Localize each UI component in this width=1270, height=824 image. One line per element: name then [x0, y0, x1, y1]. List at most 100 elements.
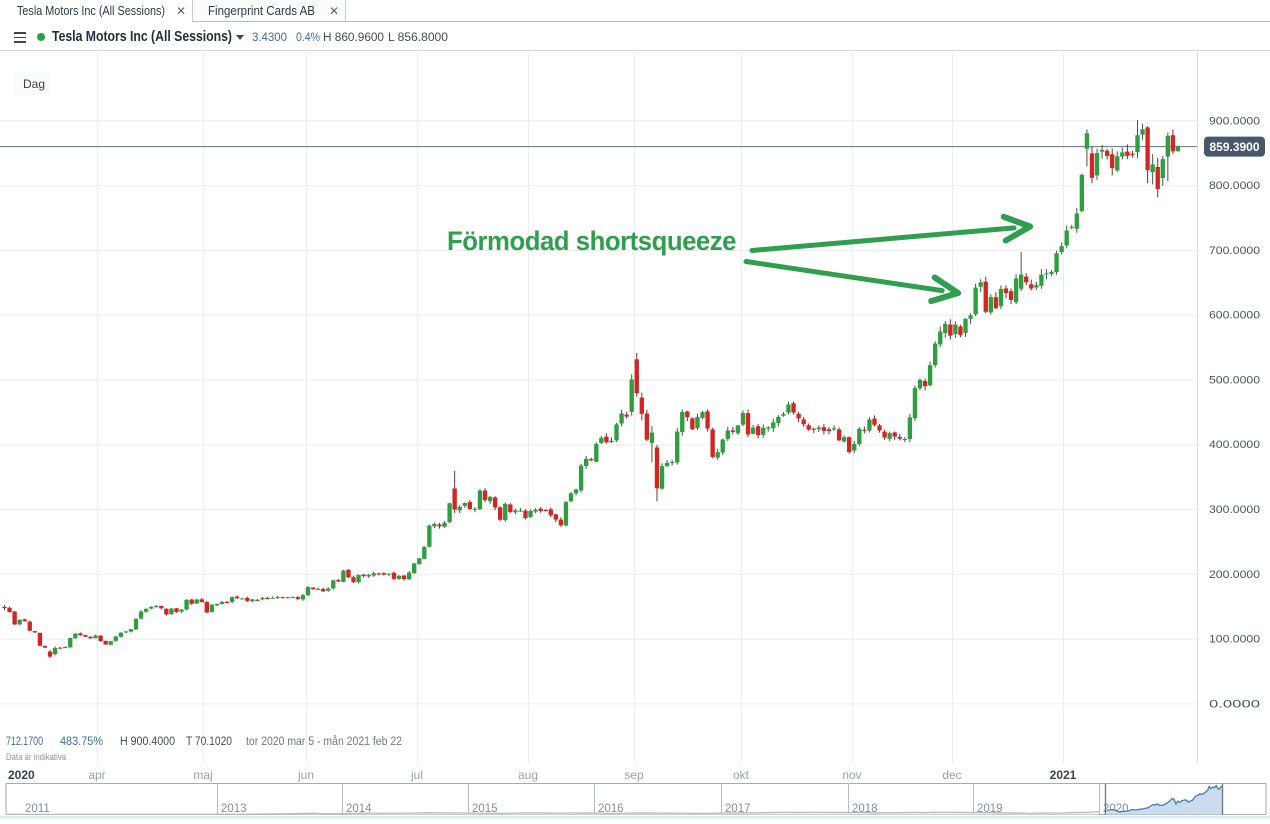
candle-body: [1039, 274, 1044, 286]
candle-body: [1145, 127, 1150, 171]
candle-body: [867, 419, 872, 431]
navigator-area-selected: [1106, 785, 1222, 815]
candle-body: [1069, 227, 1074, 229]
x-axis-label: dec: [942, 768, 961, 782]
annotation-arrow-2: [743, 259, 961, 305]
candle-body: [214, 603, 220, 606]
candle-body: [821, 427, 827, 431]
candle-body: [745, 413, 751, 435]
tab-label: Tesla Motors Inc (All Sessions): [17, 4, 166, 18]
candle-body: [482, 490, 488, 501]
candle-body: [108, 641, 113, 645]
candle-body: [1160, 159, 1165, 178]
candle-body: [386, 573, 392, 575]
candle-body: [1125, 151, 1130, 156]
candle-body: [88, 636, 93, 639]
candle-body: [164, 608, 169, 615]
candle-body: [857, 428, 862, 445]
tab-fingerprint-cards[interactable]: Fingerprint Cards AB ✕: [193, 0, 346, 22]
candle-body: [669, 461, 675, 463]
candle-body: [887, 433, 892, 439]
navigator-underline: [0, 816, 1270, 819]
candle-body: [963, 318, 968, 333]
candle-body: [664, 462, 670, 467]
close-icon[interactable]: ✕: [329, 4, 340, 18]
candle-body: [138, 611, 144, 619]
candle-body: [376, 573, 381, 575]
candle-body: [801, 419, 806, 425]
arrow-shaft: [749, 225, 1017, 253]
candle-body: [113, 636, 118, 641]
candle-body: [462, 503, 467, 506]
candle-body: [447, 503, 452, 523]
candle-body: [467, 502, 473, 509]
candle-body: [1150, 164, 1155, 173]
range-dates: tor 2020 mar 5 - mån 2021 feb 22: [246, 736, 402, 748]
menu-icon[interactable]: [14, 32, 26, 43]
x-axis-label: 2021: [1050, 768, 1077, 782]
candle-body: [1175, 146, 1181, 152]
candle-body: [1165, 135, 1171, 157]
candle-body: [356, 574, 361, 583]
candle-body: [720, 439, 725, 453]
navigator[interactable]: 2011 2013 2014 2015 2016 2017 2018 2019 2020: [0, 783, 1270, 819]
instrument-title[interactable]: Tesla Motors Inc (All Sessions): [52, 29, 232, 45]
candle-body: [184, 599, 189, 610]
candle-body: [336, 580, 341, 582]
candle-body: [154, 605, 159, 608]
candle-body: [685, 411, 690, 418]
candle-body: [993, 297, 999, 309]
candle-body: [836, 429, 842, 441]
candle-body: [599, 437, 604, 444]
candle-body: [361, 574, 366, 577]
candle-body: [255, 599, 260, 601]
candle-body: [649, 432, 655, 443]
candle-body: [275, 597, 280, 599]
candle-body: [766, 427, 771, 429]
candle-body: [609, 440, 614, 442]
candle-body: [563, 501, 569, 526]
candle-body: [983, 281, 988, 312]
y-axis-label: 300.0000: [1209, 504, 1260, 516]
candle-body: [1034, 284, 1039, 288]
candle-body: [290, 597, 295, 599]
y-axis-label: 600.0000: [1209, 310, 1260, 322]
candle-body: [487, 496, 493, 502]
y-axis-label: 900.0000: [1209, 115, 1260, 127]
candle-body: [695, 416, 700, 429]
x-axis-labels: 2020 apr maj jun jul aug sep okt nov dec 2021: [8, 768, 1077, 782]
candle-body: [806, 425, 811, 430]
candle-body: [781, 414, 786, 416]
candle-body: [27, 621, 32, 631]
candle-body: [927, 365, 933, 386]
candle-body: [270, 597, 275, 599]
candle-body: [285, 597, 290, 599]
navigator-year-label: 2017: [725, 803, 751, 815]
tab-tesla-motors[interactable]: Tesla Motors Inc (All Sessions) ✕: [0, 0, 193, 22]
chevron-down-icon[interactable]: [236, 35, 244, 40]
annotation-shortsqueeze[interactable]: Förmodad shortsqueeze: [447, 213, 1033, 305]
candle-body: [341, 570, 346, 582]
range-change-percent: 483.75%: [60, 736, 103, 748]
candle-body: [634, 359, 639, 394]
candle-body: [1064, 230, 1069, 246]
candle-body: [543, 510, 548, 512]
close-icon[interactable]: ✕: [176, 4, 187, 18]
candle-bodies: [2, 127, 1181, 657]
navigator-year-label: 2013: [221, 803, 247, 815]
chart-grid: [0, 52, 1197, 764]
interval-selector[interactable]: Dag: [15, 72, 49, 95]
quote-change: 3.4300: [252, 32, 288, 44]
candle-body: [513, 510, 518, 513]
candle-body: [912, 388, 918, 419]
candle-body: [862, 429, 867, 431]
candle-body: [280, 597, 285, 599]
candle-body: [457, 506, 462, 511]
candle-body: [548, 509, 553, 516]
candle-body: [614, 424, 619, 441]
candle-body: [381, 572, 387, 575]
candle-body: [690, 418, 695, 430]
candle-body: [189, 599, 194, 604]
candle-body: [73, 633, 78, 639]
